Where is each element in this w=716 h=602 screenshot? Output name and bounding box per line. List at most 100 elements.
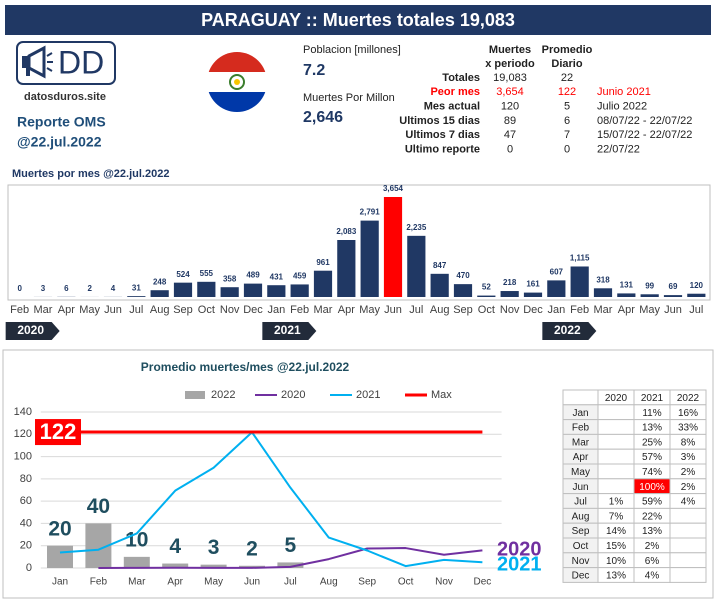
bar [430,273,449,297]
stats-column-header: x periodo [485,58,535,70]
table-row-label: Jan [572,408,588,419]
bar [477,295,496,297]
table-cell-text: 57% [642,452,662,463]
x-tick-label: Jan [52,577,68,588]
y-tick-label: 140 [14,406,32,418]
year-tag [542,322,597,340]
data-label: 431 [270,272,284,281]
table-cell-text: 2% [681,467,696,478]
legend-label: 2022 [211,389,235,401]
stats-cell: 5 [564,101,570,113]
table-cell-text: 22% [642,511,662,522]
y-tick-label: 120 [14,428,32,440]
year-tag [262,322,317,340]
data-label: 358 [223,274,237,283]
bar [162,563,189,568]
table-cell-text: 2% [645,541,660,552]
x-tick-label: Sep [173,304,193,316]
data-label: 218 [503,278,517,287]
x-tick-label: Jul [409,304,423,316]
x-tick-label: Aug [150,304,170,316]
bar [123,556,150,568]
table-column-header: 2020 [605,393,628,404]
year-label: 2022 [554,323,581,337]
bar [617,293,636,297]
bar [687,293,706,297]
x-tick-label: May [639,304,660,316]
population-label: Poblacion [millones] [303,44,401,56]
table-cell [597,404,635,421]
x-tick-label: Jun [104,304,122,316]
stats-cell: 120 [501,101,519,113]
stats-cell: 122 [558,86,576,98]
x-tick-label: Jun [244,577,260,588]
stats-cell: 08/07/22 - 22/07/22 [597,115,692,127]
bar [127,296,146,297]
data-label: 40 [87,495,110,518]
data-label: 489 [246,271,260,280]
table-cell-text: 4% [645,571,660,582]
data-label: 0 [17,284,22,293]
stats-cell: 47 [504,129,516,141]
table-row-label: Oct [573,541,589,552]
data-label: 5 [285,534,297,557]
stats-row-label: Ultimos 7 dias [405,129,480,141]
x-tick-label: Oct [478,304,495,316]
table-cell-text: 15% [606,541,626,552]
stats-cell: 22/07/22 [597,143,640,155]
data-label: 459 [293,272,307,281]
data-label: 131 [620,281,634,290]
data-label: 847 [433,261,447,270]
bar [663,295,683,297]
header-title: PARAGUAY :: Muertes totales 19,083 [201,10,515,30]
report-label: Reporte OMS [17,114,106,130]
table-cell-text: 3% [681,452,696,463]
bar [197,281,216,297]
table-row-label: Sep [572,526,590,537]
series-end-label: 2020 [497,538,542,560]
table-cell [669,522,707,539]
data-label: 318 [596,275,610,284]
x-tick-label: Jun [384,304,402,316]
x-tick-label: May [204,577,223,588]
data-label: 524 [176,270,190,279]
table-cell-text: 13% [642,423,662,434]
y-tick-label: 80 [20,473,32,485]
table-column-header: 2022 [677,393,700,404]
logo-site: datosduros.site [24,91,106,103]
year-label: 2021 [274,323,301,337]
stats-row-label: Ultimos 15 dias [399,115,480,127]
bar [570,266,589,297]
table-cell [597,478,635,495]
table-cell [669,567,707,583]
stats-cell: 3,654 [496,86,524,98]
table-row-label: Feb [572,423,590,434]
x-tick-label: Sep [358,577,376,588]
legend-label: Max [431,389,452,401]
x-tick-label: Dec [474,577,492,588]
x-tick-label: Oct [398,577,414,588]
stats-cell: 15/07/22 - 22/07/22 [597,129,692,141]
x-tick-label: Dec [243,304,263,316]
line [59,431,483,568]
table-cell-text: 33% [678,423,698,434]
series-end-label: 2021 [497,553,542,575]
per-million-label: Muertes Por Millon [303,92,395,104]
table-cell [597,433,635,450]
x-tick-label: Jul [689,304,703,316]
x-tick-label: Aug [430,304,450,316]
bar [547,280,566,297]
table-cell-text: 11% [642,408,661,419]
bar [337,239,356,297]
header-bar [5,5,711,35]
table-column-header: 2021 [641,393,664,404]
y-tick-label: 60 [20,495,32,507]
table-row-label: May [571,467,590,478]
stats-row-label: Ultimo reporte [405,143,480,155]
year-tag [5,322,60,340]
x-tick-label: Feb [290,304,309,316]
data-label: 555 [200,269,214,278]
x-tick-label: Dec [523,304,543,316]
data-label: 2,083 [336,227,357,236]
